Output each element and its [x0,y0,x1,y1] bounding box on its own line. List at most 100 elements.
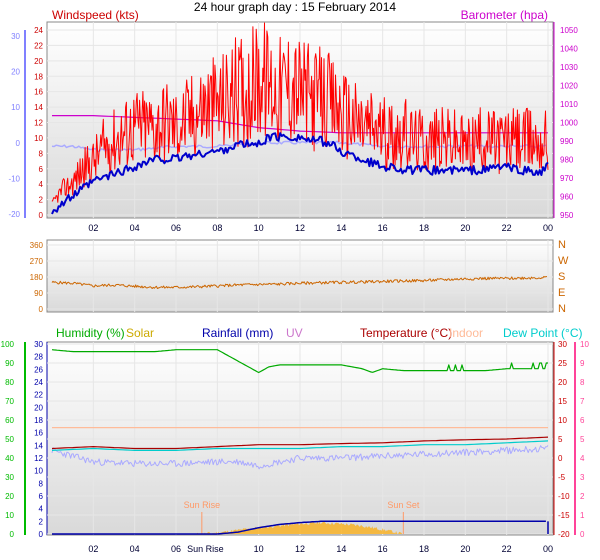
x-tick-label: 12 [295,223,305,233]
windspeed-tick-label: 10 [34,134,43,143]
wind-panel: Windspeed (kts) Barometer (hpa) 24222018… [8,8,578,220]
windspeed-tick-label: 18 [34,72,43,81]
humidity-tick-label: 90 [5,359,14,368]
x-tick-label: 16 [378,223,388,233]
barometer-tick-label: 1000 [560,119,578,128]
inner-left-tick-label: 4 [39,505,44,514]
temperature-tick-label: 25 [558,359,567,368]
dewpoint-label: Dew Point (°C) [503,326,582,340]
direction-tick-label: 360 [30,241,44,250]
windspeed-tick-label: 24 [34,26,43,35]
x-tick-label: 18 [419,223,429,233]
x-tick-label: 14 [336,544,346,554]
windspeed-tick-label: 16 [34,88,43,97]
x-tick-label: 04 [130,544,140,554]
barometer-tick-label: 1020 [560,82,578,91]
uv-tick-label: 9 [580,359,585,368]
dew-point-line [51,440,549,451]
humidity-tick-label: 80 [5,378,14,387]
indoor-label: Indoor [449,326,483,340]
inner-left-tick-label: 16 [34,429,43,438]
x-axis-labels: 02 04 06 08 10 12 14 16 18 20 22 00 02 04 06 10 12 14 16 18… [88,223,553,554]
temperature-tick-label: -20 [558,530,570,539]
barometer-tick-label: 960 [560,193,574,202]
windspeed-tick-label: 22 [34,41,43,50]
barometer-tick-label: 1010 [560,100,578,109]
inner-left-tick-label: 8 [39,479,44,488]
humidity-tick-label: 0 [10,530,15,539]
compass-tick-label: N [558,303,566,315]
x-tick-label: 10 [254,544,264,554]
temperature-tick-label: 0 [558,454,563,463]
inner-left-tick-label: 12 [34,454,43,463]
compass-tick-label: S [558,271,565,283]
temperature-tick-label: 10 [558,416,567,425]
thermo-panel: Humidity (%) Solar Rainfall (mm) UV Temp… [1,326,590,539]
humidity-tick-label: 10 [5,511,14,520]
barometer-tick-label: 1030 [560,63,578,72]
sunset-label: Sun Set [387,500,420,510]
x-tick-label: 16 [378,544,388,554]
uv-tick-label: 8 [580,378,585,387]
uv-tick-label: 1 [580,511,585,520]
inner-left-tick-label: 18 [34,416,43,425]
uv-tick-label: 6 [580,416,585,425]
barometer-tick-label: 1050 [560,26,578,35]
x-tick-label: 02 [88,544,98,554]
wind-direction-line [51,275,547,289]
barometer-tick-label: 990 [560,137,574,146]
humidity-line [51,349,548,374]
direction-tick-label: 0 [39,305,44,314]
humidity-tick-label: 50 [5,435,14,444]
wind-panel-series [51,22,549,215]
thermo-panel-series: Sun Rise Sun Set [51,349,549,535]
temperature-tick-label: 30 [558,340,567,349]
barometer-label: Barometer (hpa) [461,8,548,22]
temperature-tick-label: -10 [558,492,570,501]
x-tick-label: 18 [419,544,429,554]
barometer-tick-label: 1040 [560,45,578,54]
x-tick-label: 20 [460,223,470,233]
x-tick-label: 20 [460,544,470,554]
x-tick-label: 00 [543,223,553,233]
x-tick-label: 22 [502,544,512,554]
solar-label: Solar [126,326,154,340]
inner-left-tick-label: 22 [34,391,43,400]
windspeed-tick-label: 14 [34,103,43,112]
outer-tick-label: 0 [16,139,21,148]
temperature-tick-label: 15 [558,397,567,406]
x-tick-overlap-label: Sun Rise [187,544,224,554]
windspeed-tick-label: 12 [34,119,43,128]
uv-label: UV [286,326,303,340]
humidity-tick-label: 100 [1,340,15,349]
uv-tick-label: 10 [580,340,589,349]
barometer-tick-label: 950 [560,211,574,220]
average-wind-line [51,132,549,215]
sunrise-label: Sun Rise [184,500,221,510]
uv-tick-label: 3 [580,473,585,482]
humidity-label: Humidity (%) [56,326,125,340]
inner-left-tick-label: 24 [34,378,43,387]
compass-tick-label: W [558,255,569,267]
direction-panel-grid [47,240,553,312]
rainfall-label: Rainfall (mm) [202,326,273,340]
windspeed-label: Windspeed (kts) [52,8,139,22]
windspeed-tick-label: 2 [39,196,44,205]
inner-left-tick-label: 20 [34,403,43,412]
barometer-tick-label: 970 [560,174,574,183]
direction-tick-label: 90 [34,289,43,298]
outer-tick-label: -20 [8,210,20,219]
x-tick-label: 22 [502,223,512,233]
uv-tick-label: 0 [580,530,585,539]
outer-tick-label: -10 [8,174,20,183]
humidity-tick-label: 60 [5,416,14,425]
x-tick-label: 08 [212,223,222,233]
temperature-tick-label: -5 [558,473,566,482]
thermo-panel-ticks: 1009080706050403020100302826242220181614… [1,340,590,539]
direction-tick-label: 180 [30,273,44,282]
uv-tick-label: 2 [580,492,585,501]
outer-tick-label: 10 [11,103,20,112]
